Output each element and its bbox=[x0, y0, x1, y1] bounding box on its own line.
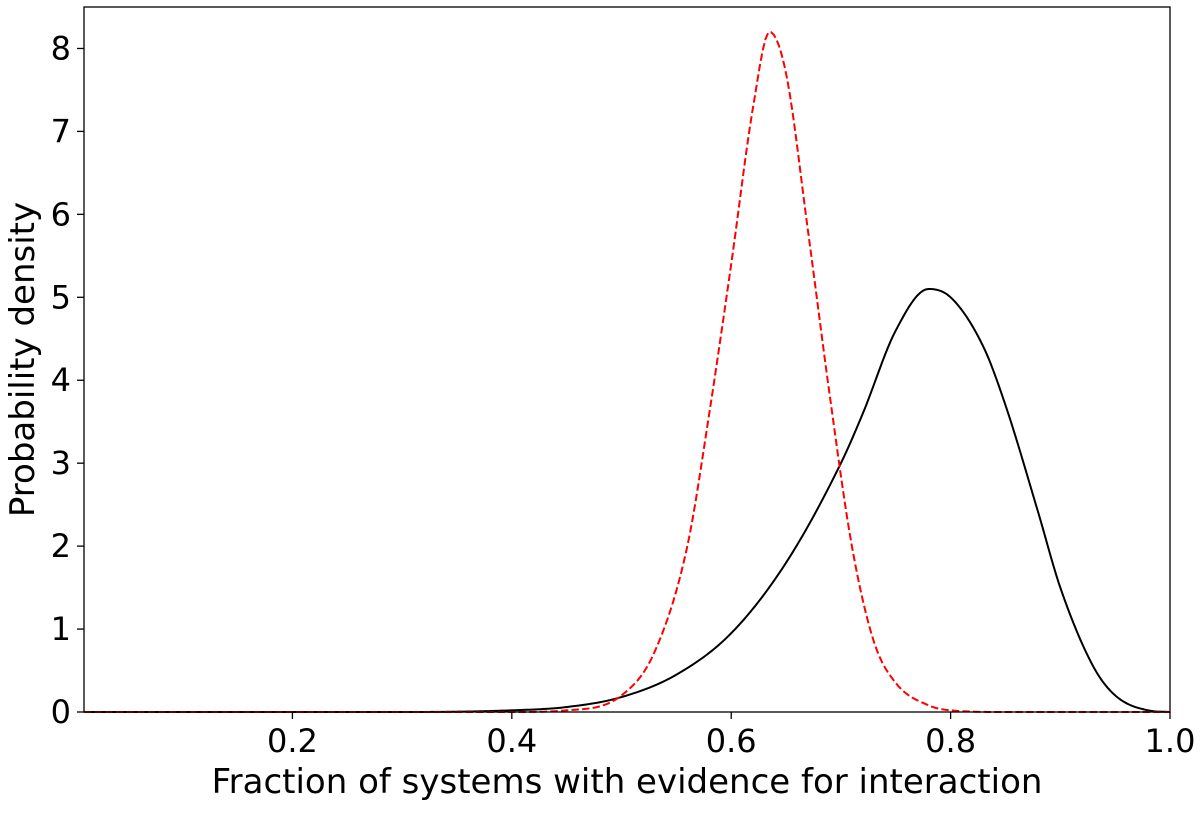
y-tick-label: 2 bbox=[51, 527, 71, 565]
y-tick-label: 8 bbox=[51, 29, 71, 67]
y-tick-label: 6 bbox=[51, 195, 71, 233]
x-tick-label: 0.8 bbox=[925, 722, 976, 760]
x-tick-label: 0.6 bbox=[706, 722, 757, 760]
series-layer bbox=[84, 31, 1171, 713]
x-tick-label: 0.4 bbox=[486, 722, 537, 760]
y-axis-label: Probability density bbox=[3, 202, 43, 517]
x-tick-label: 0.2 bbox=[267, 722, 318, 760]
y-tick-label: 5 bbox=[51, 278, 71, 316]
x-tick-label: 1.0 bbox=[1145, 722, 1196, 760]
y-tick-label: 0 bbox=[51, 693, 71, 731]
y-tick-label: 1 bbox=[51, 610, 71, 648]
plot-frame bbox=[83, 6, 1171, 713]
series-line-black-solid bbox=[84, 288, 1171, 713]
y-tick-label: 7 bbox=[51, 112, 71, 150]
y-tick-label: 3 bbox=[51, 444, 71, 482]
y-tick-label: 4 bbox=[51, 361, 71, 399]
series-line-red-dashed bbox=[84, 31, 1170, 713]
ticks-layer: 0.2 0.4 0.6 0.8 1.0 0 1 2 3 4 5 6 7 8 bbox=[51, 29, 1196, 760]
x-axis-label: Fraction of systems with evidence for in… bbox=[212, 762, 1043, 802]
